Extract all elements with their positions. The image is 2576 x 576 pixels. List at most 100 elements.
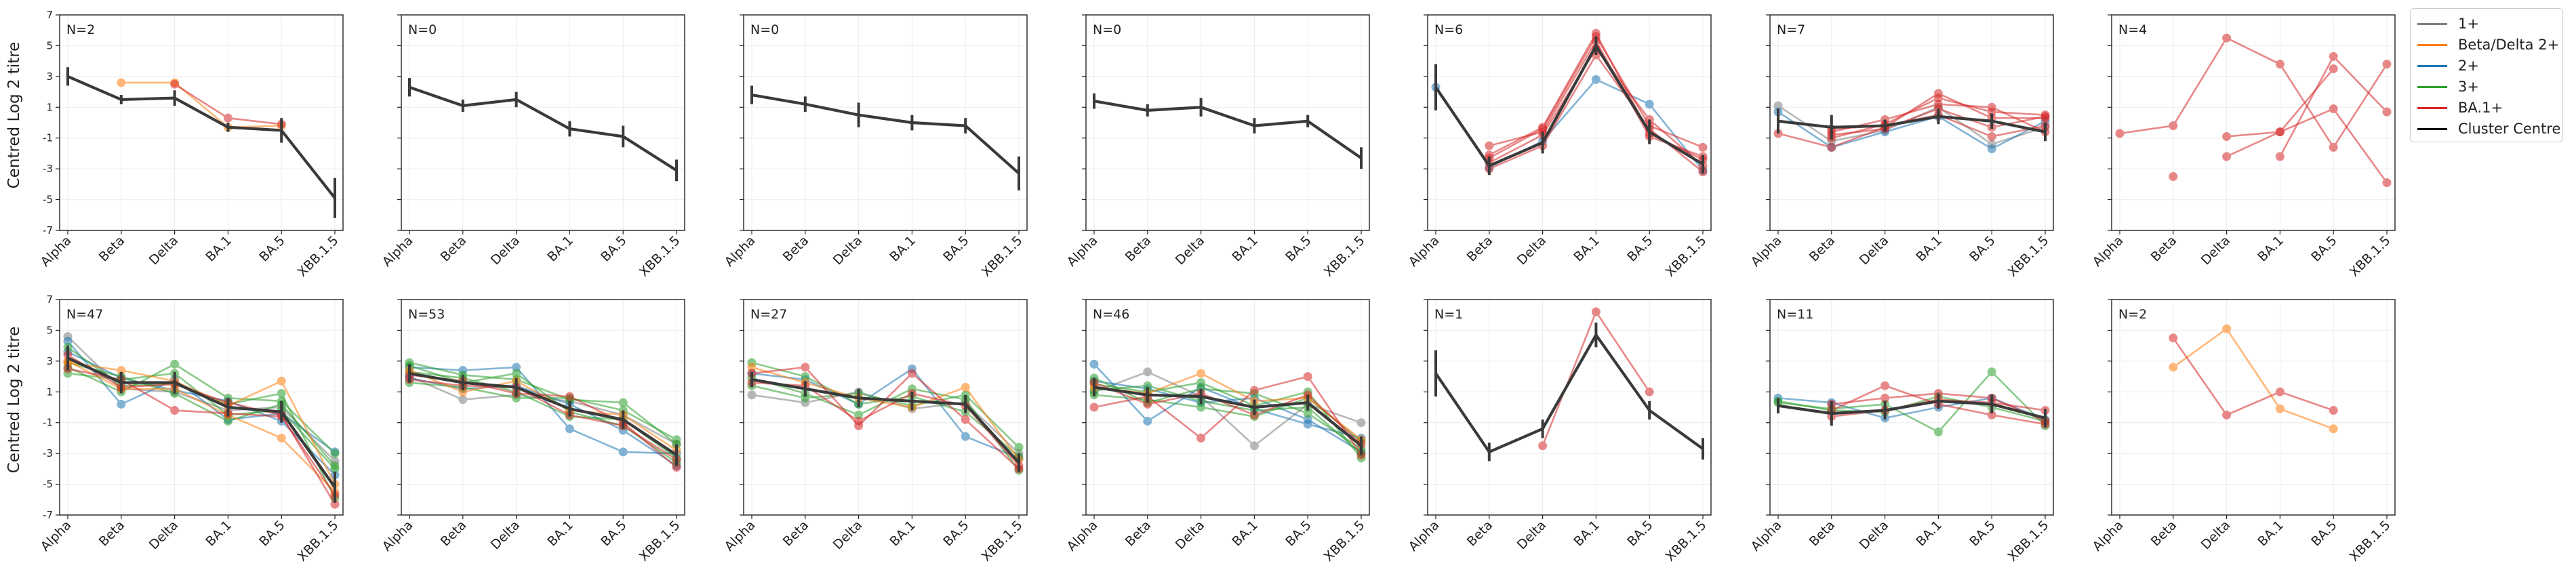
x-tick-label: Delta xyxy=(146,518,181,552)
y-tick-label: 1 xyxy=(46,101,53,113)
series-line xyxy=(409,361,677,445)
series-0 xyxy=(1538,307,1654,451)
series-point xyxy=(801,363,810,372)
series-point xyxy=(277,433,286,443)
plot-frame xyxy=(743,14,1028,231)
x-tick-label: Beta xyxy=(1123,233,1154,265)
series-point xyxy=(330,449,340,458)
x-tick-label: XBB.1.5 xyxy=(1663,518,1710,564)
series-line xyxy=(1093,375,1363,456)
series-point xyxy=(2382,107,2392,117)
series-point xyxy=(618,447,628,457)
series-point xyxy=(277,389,286,398)
x-tick-label: BA.5 xyxy=(940,518,972,550)
series-point xyxy=(1143,399,1152,409)
series-point xyxy=(170,406,180,415)
n-annotation: N=0 xyxy=(408,22,437,37)
series-point xyxy=(1591,75,1601,84)
x-tick-label: BA.5 xyxy=(1283,233,1314,265)
plot-frame xyxy=(1085,299,1370,516)
series-point xyxy=(2329,424,2338,434)
series-point xyxy=(2222,324,2232,333)
x-tick-label: BA.5 xyxy=(598,518,630,550)
series-point xyxy=(458,395,468,405)
legend-swatch-cluster-centre xyxy=(2417,127,2447,130)
x-tick-label: Beta xyxy=(2148,233,2180,265)
x-tick-label: Beta xyxy=(780,518,812,550)
series-point xyxy=(1303,415,1312,424)
n-annotation: N=53 xyxy=(408,307,445,322)
x-tick-label: Delta xyxy=(1857,518,1891,552)
series-point xyxy=(1143,367,1152,377)
x-tick-label: BA.1 xyxy=(1229,518,1261,550)
series-line xyxy=(409,378,677,461)
centre-line xyxy=(67,75,336,199)
series-point xyxy=(2222,33,2232,43)
n-annotation: N=11 xyxy=(1777,307,1813,322)
n-annotation: N=47 xyxy=(66,307,103,322)
panel-row2-col5: Alpha Beta Delta BA.1 BA.5 XBB.1.5 N=1 xyxy=(1406,299,1712,564)
x-tick-label: XBB.1.5 xyxy=(295,518,342,564)
x-tick-label: Delta xyxy=(146,233,181,268)
series-point xyxy=(672,435,681,445)
series-point xyxy=(2169,363,2178,372)
series-point xyxy=(565,424,574,434)
series-point xyxy=(2329,104,2338,114)
y-tick-label: 5 xyxy=(46,39,53,52)
y-tick-label: -5 xyxy=(43,194,53,206)
plot-frame xyxy=(401,299,685,516)
series-point xyxy=(2169,333,2178,343)
series-point xyxy=(1698,142,1708,152)
n-annotation: N=0 xyxy=(750,22,779,37)
x-tick-label: Delta xyxy=(830,518,865,552)
series-6 xyxy=(405,361,681,468)
cluster-centre xyxy=(1777,393,2047,428)
series-5 xyxy=(405,378,681,445)
series-point xyxy=(1773,101,1783,110)
x-tick-label: Alpha xyxy=(380,518,416,554)
series-point xyxy=(277,376,286,386)
n-annotation: N=2 xyxy=(2118,307,2147,322)
x-tick-label: Alpha xyxy=(38,233,75,270)
series-point xyxy=(117,78,126,87)
x-tick-label: Alpha xyxy=(2090,233,2127,270)
plot-frame xyxy=(1769,299,2054,516)
series-point xyxy=(2222,131,2232,141)
x-tick-label: BA.5 xyxy=(1624,518,1656,550)
x-tick-label: Beta xyxy=(1807,233,1838,265)
series-point xyxy=(170,79,180,89)
series-point xyxy=(2275,152,2285,161)
series-line xyxy=(1777,111,2046,150)
x-tick-label: XBB.1.5 xyxy=(1663,233,1710,280)
centre-line xyxy=(67,356,336,489)
series-line xyxy=(67,360,336,493)
legend-item-cluster-centre: Cluster Centre xyxy=(2417,119,2560,138)
series-point xyxy=(223,113,233,123)
series-point xyxy=(1933,427,1943,436)
series-point xyxy=(2275,127,2285,137)
series-point xyxy=(1303,409,1312,418)
x-tick-label: Alpha xyxy=(722,233,759,270)
series-line xyxy=(409,382,677,440)
x-tick-label: Beta xyxy=(1123,518,1154,550)
y-tick-label: 1 xyxy=(46,386,53,398)
panel-row1-col6: Alpha Beta Delta BA.1 BA.5 XBB.1.5 N=7 xyxy=(1748,14,2054,280)
series-point xyxy=(1249,386,1259,395)
plot-frame xyxy=(743,299,1028,516)
x-tick-label: Beta xyxy=(96,518,128,550)
series-line xyxy=(1093,382,1362,445)
legend-item-2plus: 2+ xyxy=(2417,56,2479,75)
plot-frame xyxy=(2111,299,2396,516)
series-point xyxy=(1485,141,1494,150)
series-point xyxy=(1987,102,1996,112)
legend-swatch-2plus xyxy=(2417,64,2447,67)
series-point xyxy=(2222,152,2232,161)
x-tick-label: XBB.1.5 xyxy=(295,233,342,280)
x-tick-label: Delta xyxy=(1514,518,1549,552)
series-point xyxy=(961,382,970,392)
x-tick-label: BA.1 xyxy=(1913,233,1945,265)
x-tick-label: BA.5 xyxy=(1624,233,1656,265)
series-line xyxy=(1093,363,1362,439)
x-tick-label: Alpha xyxy=(1406,233,1443,270)
